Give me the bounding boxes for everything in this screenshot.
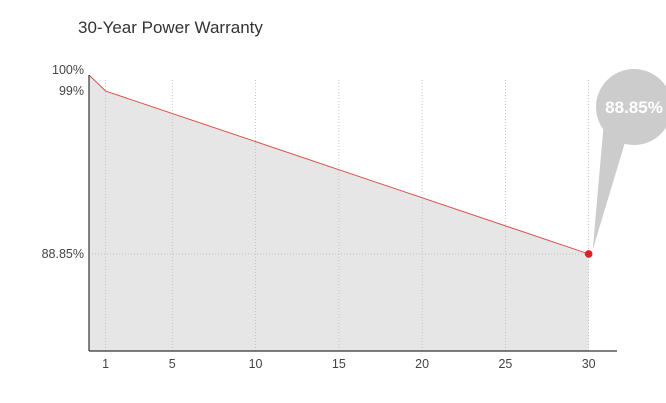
y-tick-label-88-85: 88.85% (42, 247, 84, 261)
callout-tail (592, 121, 626, 250)
x-tick-label-1: 1 (102, 357, 109, 371)
x-tick-label-5: 5 (169, 357, 176, 371)
x-tick-label-15: 15 (332, 357, 346, 371)
callout-bubble (596, 69, 666, 145)
series-line (88, 74, 589, 255)
chart-title: 30-Year Power Warranty (78, 18, 263, 37)
callout-label: 88.85% (605, 98, 663, 117)
x-tick-label-20: 20 (415, 357, 429, 371)
line-layer (88, 74, 589, 255)
callout-layer: 88.85% (584, 69, 666, 258)
x-tick-label-25: 25 (498, 357, 512, 371)
x-tick-label-30: 30 (582, 357, 596, 371)
grid-layer (89, 80, 590, 351)
end-point-marker (584, 250, 593, 258)
y-tick-label-100: 100% (52, 63, 84, 77)
x-tick-label-10: 10 (249, 357, 263, 371)
axis-layer (88, 75, 617, 352)
y-tick-label-99: 99% (59, 84, 84, 98)
